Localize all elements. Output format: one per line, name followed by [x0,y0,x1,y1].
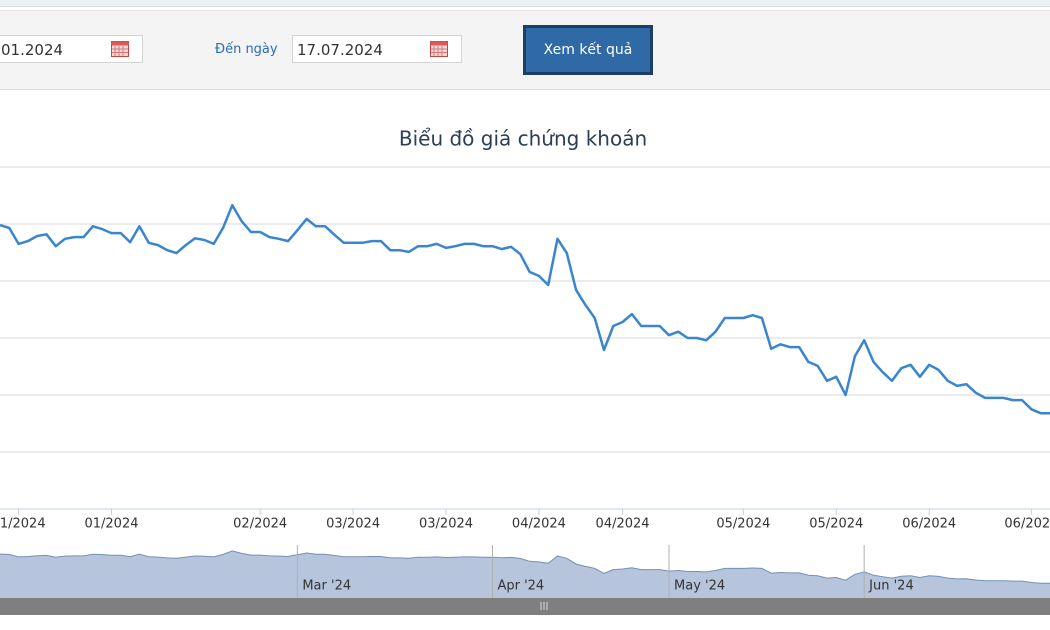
x-tick-label: 05/2024 [716,517,770,532]
x-tick-label: 03/2024 [326,517,380,532]
calendar-icon[interactable] [430,41,448,57]
to-date: 17.07.2024 [297,41,383,59]
submit-button[interactable]: Xem kết quả [523,25,653,75]
x-tick-label: 03/2024 [419,517,473,532]
navigator-label: Apr '24 [497,579,544,594]
navigator-label: Jun '24 [868,579,914,594]
price-line [0,203,1050,415]
x-tick-label: 04/2024 [596,517,650,532]
x-tick-label: 06/2024 [902,517,956,532]
x-tick-label: 01/2024 [0,517,46,532]
chart-title: Biểu đồ giá chứng khoán [399,127,647,151]
navigator-label: May '24 [674,579,725,594]
top-strip [0,0,1050,7]
to-date-input[interactable]: 17.07.2024 [292,35,462,63]
from-date: 01.2024 [1,41,64,59]
x-tick-label: 04/2024 [512,517,566,532]
navigator-area [0,550,1050,598]
x-tick-label: 02/2024 [233,517,287,532]
from-date-input[interactable]: 01.2024 [0,35,143,63]
scrollbar[interactable] [0,598,1050,615]
navigator-label: Mar '24 [302,579,351,594]
calendar-icon[interactable] [111,41,129,57]
x-tick-label: 01/2024 [84,517,138,532]
x-tick-label: 06/2024 [1004,517,1050,532]
navigator-line [0,550,1050,584]
to-date-label: Đến ngày [215,42,278,57]
chart: Biểu đồ giá chứng khoán 01/2024 01/2024 02… [0,127,1050,615]
x-tick-label: 05/2024 [809,517,863,532]
scrollbar-grip[interactable] [540,602,548,610]
date-form: 01.2024 Đến ngày 17.07.2024 Xem kết quả [0,10,1050,90]
